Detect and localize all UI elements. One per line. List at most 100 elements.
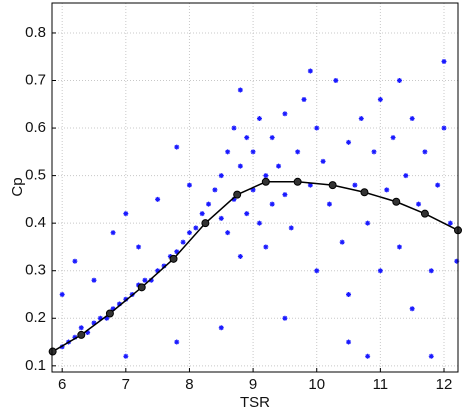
scatter-point: [307, 182, 313, 188]
scatter-point: [116, 301, 122, 307]
scatter-point: [199, 211, 205, 217]
scatter-point: [288, 225, 294, 231]
scatter-point: [282, 315, 288, 321]
scatter-point: [155, 196, 161, 202]
scatter-point: [396, 78, 402, 84]
scatter-point: [250, 149, 256, 155]
scatter-point: [409, 116, 415, 122]
scatter-point: [256, 220, 262, 226]
line-marker: [201, 219, 210, 228]
scatter-point: [435, 182, 441, 188]
scatter-point: [377, 97, 383, 103]
scatter-point: [193, 225, 199, 231]
scatter-point: [180, 239, 186, 245]
x-tick-label: 10: [308, 376, 325, 393]
line-marker: [420, 209, 429, 218]
scatter-point: [174, 249, 180, 255]
line-marker: [293, 177, 302, 186]
line-marker: [233, 190, 242, 199]
y-tick-label: 0.5: [25, 167, 46, 184]
scatter-point: [161, 263, 167, 269]
scatter-point: [91, 277, 97, 283]
scatter-point: [72, 258, 78, 264]
scatter-point: [263, 244, 269, 250]
scatter-point: [78, 325, 84, 331]
x-tick-label: 7: [122, 376, 130, 393]
scatter-point: [314, 268, 320, 274]
scatter-point: [422, 149, 428, 155]
scatter-point: [326, 201, 332, 207]
scatter-point: [186, 182, 192, 188]
scatter-point: [104, 315, 110, 321]
scatter-point: [123, 353, 129, 359]
scatter-point: [377, 268, 383, 274]
scatter-point: [403, 173, 409, 179]
y-tick-label: 0.8: [25, 24, 46, 41]
scatter-point: [225, 230, 231, 236]
y-tick-label: 0.1: [25, 357, 46, 374]
scatter-point: [365, 353, 371, 359]
scatter-point: [307, 68, 313, 74]
line-marker: [77, 330, 86, 339]
scatter-point: [346, 291, 352, 297]
scatter-point: [237, 253, 243, 259]
y-tick-label: 0.3: [25, 262, 46, 279]
scatter-point: [123, 296, 129, 302]
scatter-point: [212, 187, 218, 193]
line-marker: [328, 181, 337, 190]
scatter-point: [416, 201, 422, 207]
scatter-point: [59, 291, 65, 297]
x-axis-label: TSR: [240, 394, 270, 411]
scatter-point: [333, 78, 339, 84]
line-marker: [169, 254, 178, 263]
scatter-point: [256, 116, 262, 122]
scatter-point: [428, 268, 434, 274]
scatter-point: [148, 277, 154, 283]
scatter-point: [352, 182, 358, 188]
scatter-point: [346, 139, 352, 145]
x-tick-label: 12: [436, 376, 453, 393]
x-tick-label: 11: [373, 376, 389, 393]
scatter-point: [218, 215, 224, 221]
scatter-point: [206, 201, 212, 207]
scatter-point: [409, 306, 415, 312]
scatter-point: [295, 149, 301, 155]
scatter-point: [454, 258, 460, 264]
scatter-point: [282, 111, 288, 117]
scatter-point: [123, 211, 129, 217]
scatter-point: [237, 163, 243, 169]
scatter-point: [244, 135, 250, 141]
scatter-point: [269, 201, 275, 207]
scatter-point: [231, 125, 237, 131]
scatter-point: [244, 211, 250, 217]
scatter-point: [142, 277, 148, 283]
x-tick-label: 6: [58, 376, 66, 393]
scatter-point: [339, 239, 345, 245]
x-tick-label: 9: [249, 376, 257, 393]
scatter-point: [110, 230, 116, 236]
scatter-point: [85, 330, 91, 336]
plot-area: [52, 3, 458, 372]
scatter-point: [428, 353, 434, 359]
scatter-point: [174, 339, 180, 345]
scatter-point: [384, 187, 390, 193]
scatter-point: [186, 230, 192, 236]
scatter-point: [269, 135, 275, 141]
scatter-point: [390, 135, 396, 141]
y-axis-label: Cp: [9, 177, 26, 196]
y-tick-label: 0.2: [25, 309, 46, 326]
scatter-point: [441, 125, 447, 131]
scatter-point: [441, 58, 447, 64]
y-tick-label: 0.4: [25, 214, 46, 231]
scatter-point: [282, 192, 288, 198]
line-marker: [105, 309, 114, 318]
line-marker: [48, 347, 57, 356]
scatter-point: [371, 149, 377, 155]
y-tick-label: 0.7: [25, 71, 46, 88]
line-marker: [261, 177, 270, 186]
line-marker: [137, 283, 146, 292]
scatter-point: [346, 339, 352, 345]
line-marker: [392, 197, 401, 206]
x-tick-label: 8: [185, 376, 193, 393]
scatter-point: [231, 196, 237, 202]
